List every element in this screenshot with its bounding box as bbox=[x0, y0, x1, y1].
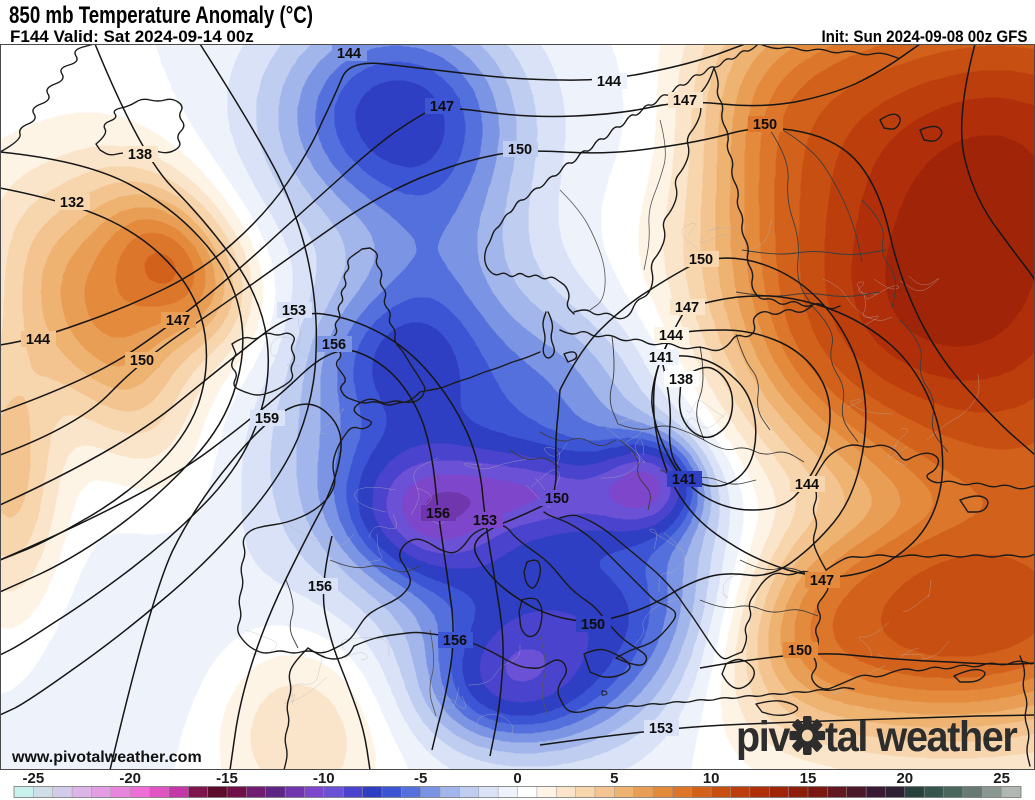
svg-text:147: 147 bbox=[673, 93, 697, 109]
svg-text:150: 150 bbox=[689, 252, 713, 268]
svg-text:150: 150 bbox=[508, 142, 532, 158]
svg-text:156: 156 bbox=[426, 506, 450, 522]
svg-text:150: 150 bbox=[130, 353, 154, 369]
svg-text:141: 141 bbox=[672, 472, 696, 488]
svg-text:147: 147 bbox=[166, 313, 190, 329]
svg-text:147: 147 bbox=[810, 573, 834, 589]
svg-text:144: 144 bbox=[659, 328, 683, 344]
svg-text:144: 144 bbox=[597, 74, 621, 90]
svg-text:153: 153 bbox=[649, 721, 673, 737]
svg-text:156: 156 bbox=[308, 579, 332, 595]
svg-text:150: 150 bbox=[753, 117, 777, 133]
svg-text:156: 156 bbox=[443, 633, 467, 649]
svg-text:147: 147 bbox=[430, 99, 454, 115]
svg-text:138: 138 bbox=[128, 147, 152, 163]
svg-text:159: 159 bbox=[255, 411, 279, 427]
svg-text:150: 150 bbox=[581, 617, 605, 633]
svg-text:138: 138 bbox=[669, 372, 693, 388]
svg-text:150: 150 bbox=[545, 491, 569, 507]
svg-text:144: 144 bbox=[26, 332, 50, 348]
svg-text:156: 156 bbox=[322, 337, 346, 353]
svg-text:150: 150 bbox=[788, 643, 812, 659]
svg-text:144: 144 bbox=[795, 477, 819, 493]
svg-text:141: 141 bbox=[649, 350, 673, 366]
svg-text:153: 153 bbox=[473, 513, 497, 529]
svg-text:132: 132 bbox=[60, 195, 84, 211]
svg-text:144: 144 bbox=[337, 46, 361, 62]
svg-text:153: 153 bbox=[282, 303, 306, 319]
svg-text:147: 147 bbox=[675, 300, 699, 316]
